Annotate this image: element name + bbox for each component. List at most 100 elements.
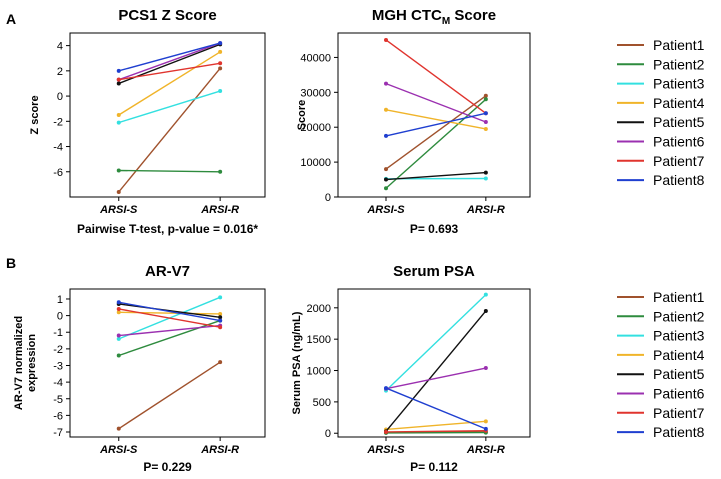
series-line [385,112,486,137]
legend-label: Patient1 [653,289,705,305]
chart-title: AR-V7 [145,263,190,280]
y-tick-label: 0 [325,192,331,204]
y-tick-label: -1 [53,327,63,339]
x-tick-label: ARSI-S [99,204,138,216]
charts: PCS1 Z Score 4 2 0 -2 -4 -6 ARSI-S ARSI-R Z score… [13,7,531,474]
series-patient8 [116,41,223,73]
legend-label: Patient3 [653,76,705,92]
legend-item: Patient7 [617,153,705,169]
chart-1: PCS1 Z Score 4 2 0 -2 -4 -6 ARSI-S ARSI-R Z score… [29,7,266,236]
data-point [384,167,388,172]
series-patient8 [384,111,488,138]
data-point [384,81,388,86]
data-point [116,353,121,358]
y-tick-label: -4 [53,377,63,389]
data-point [218,325,223,330]
legend-label: Patient6 [653,134,705,150]
x-tick-label: ARSI-R [200,204,239,216]
chart-2: MGH CTCM Score 0 10000 20000 30000 40000 ARSI-… [296,7,531,236]
series-patient2 [116,168,223,174]
y-tick-label: -5 [53,394,63,406]
legend-item: Patient6 [617,386,705,402]
y-axis-label: Serum PSA (ng/mL) [291,311,303,414]
y-tick-label: 0 [57,91,63,103]
data-point [483,170,488,175]
panel-label-b: B [6,255,16,271]
legend-label: Patient8 [653,424,705,440]
y-tick-label: 2000 [307,303,331,315]
data-point [116,426,121,431]
y-axis-label: AR-V7 normalizedexpression [13,316,38,410]
data-point [483,126,488,131]
data-point [384,386,388,391]
legend-item: Patient6 [617,134,705,150]
y-tick-label: 40000 [300,52,331,64]
legend-label: Patient4 [653,347,705,363]
chart-title-subscript: M [442,16,450,27]
y-tick-label: 4 [57,41,63,53]
series-line [118,303,221,318]
data-point [483,308,488,313]
data-point [116,310,121,315]
x-tick-label: ARSI-S [366,204,405,216]
series-patient5 [384,170,488,182]
series-patient7 [116,306,223,330]
data-point [483,111,488,116]
legend-item: Patient8 [617,172,705,188]
y-tick-label: 20000 [300,122,331,134]
series-line [118,308,221,328]
series-patient4 [116,49,223,117]
series-patient5 [116,42,223,86]
data-point [218,311,223,316]
data-point [218,318,223,323]
legend-item: Patient8 [617,424,705,440]
x-tick-label: ARSI-R [466,204,505,216]
y-tick-label: 2 [57,66,63,78]
y-tick-label: -7 [53,427,63,439]
y-tick-label: -2 [53,344,63,356]
series-line [385,109,486,130]
y-tick-label: 1000 [307,366,331,378]
chart-title: MGH CTCM Score [372,7,496,27]
legend-item: Patient3 [617,76,705,92]
y-tick-label: 0 [57,311,63,323]
legend-item: Patient7 [617,405,705,421]
y-tick-label: 500 [313,397,331,409]
data-point [218,295,223,300]
series-line [118,311,221,315]
y-tick-label: -6 [53,410,63,422]
data-point [116,68,121,73]
plot-frame [69,288,266,438]
series-patient4 [384,107,488,131]
chart-caption: P= 0.693 [410,222,459,236]
series-line [385,367,486,390]
data-point [218,49,223,54]
legend-2: Patient1 Patient2 Patient3 Patient4 Patient5… [617,289,705,440]
data-point [116,306,121,311]
legend-label: Patient7 [653,153,705,169]
series-line [385,95,487,170]
data-point [218,360,223,365]
y-tick-label: -6 [53,167,63,179]
data-point [116,77,121,82]
series-line [385,294,487,392]
series-patient7 [116,61,223,82]
legend-item: Patient5 [617,114,705,130]
data-point [116,336,121,341]
y-tick-label: 1 [57,294,63,306]
data-point [384,133,388,138]
series-line [118,324,221,337]
legend-item: Patient1 [617,289,705,305]
data-point [116,81,121,86]
legend-label: Patient6 [653,386,705,402]
series-patient1 [116,66,223,194]
series-line [118,301,221,322]
legend-item: Patient2 [617,56,705,72]
x-tick-label: ARSI-S [366,444,405,456]
data-point [384,107,388,112]
series-line [385,310,487,432]
series-patient1 [384,93,488,172]
data-point [218,61,223,66]
series-patient1 [116,360,223,431]
